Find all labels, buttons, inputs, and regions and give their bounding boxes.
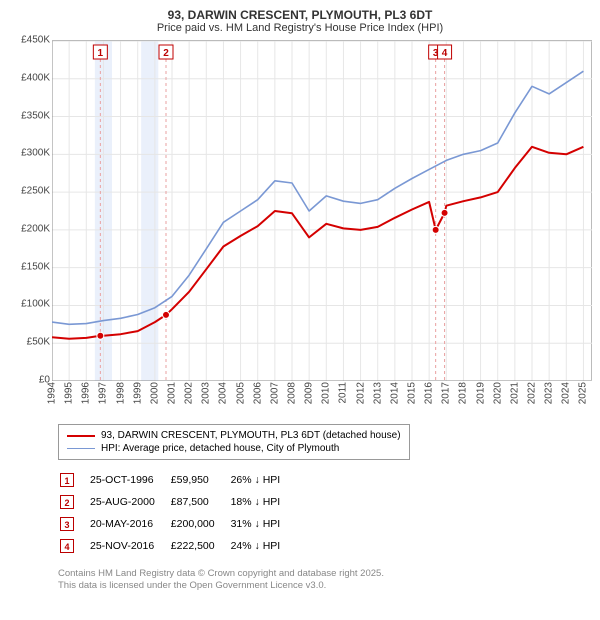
legend-swatch xyxy=(67,448,95,450)
chart-area: £0£50K£100K£150K£200K£250K£300K£350K£400… xyxy=(8,40,592,420)
x-tick-label: 2018 xyxy=(458,382,469,404)
x-tick-label: 2001 xyxy=(167,382,178,404)
y-axis-labels: £0£50K£100K£150K£200K£250K£300K£350K£400… xyxy=(8,40,52,380)
x-axis-labels: 1994199519961997199819992000200120022003… xyxy=(52,382,592,420)
attribution-line: This data is licensed under the Open Gov… xyxy=(58,580,592,592)
event-row: 1 25-OCT-1996£59,95026% ↓ HPI xyxy=(60,470,294,490)
x-tick-label: 2021 xyxy=(509,382,520,404)
event-marker: 1 xyxy=(60,473,74,487)
chart-svg: 1234 xyxy=(52,41,592,381)
svg-text:2: 2 xyxy=(163,48,169,59)
event-delta: 18% ↓ HPI xyxy=(231,492,295,512)
event-delta: 26% ↓ HPI xyxy=(231,470,295,490)
y-tick-label: £150K xyxy=(21,261,50,272)
x-tick-label: 1996 xyxy=(81,382,92,404)
x-tick-label: 2025 xyxy=(578,382,589,404)
y-tick-label: £200K xyxy=(21,223,50,234)
legend: 93, DARWIN CRESCENT, PLYMOUTH, PL3 6DT (… xyxy=(58,424,410,460)
title-line1: 93, DARWIN CRESCENT, PLYMOUTH, PL3 6DT xyxy=(8,8,592,22)
x-tick-label: 2003 xyxy=(201,382,212,404)
event-date: 25-NOV-2016 xyxy=(90,536,169,556)
x-tick-label: 2002 xyxy=(184,382,195,404)
x-tick-label: 2010 xyxy=(321,382,332,404)
x-tick-label: 2007 xyxy=(269,382,280,404)
x-tick-label: 2006 xyxy=(252,382,263,404)
legend-label: HPI: Average price, detached house, City… xyxy=(101,443,339,454)
legend-swatch xyxy=(67,435,95,437)
x-tick-label: 2022 xyxy=(527,382,538,404)
y-tick-label: £400K xyxy=(21,72,50,83)
event-row: 3 20-MAY-2016£200,00031% ↓ HPI xyxy=(60,514,294,534)
event-marker: 3 xyxy=(60,517,74,531)
event-price: £87,500 xyxy=(171,492,229,512)
x-tick-label: 1999 xyxy=(132,382,143,404)
svg-text:4: 4 xyxy=(442,48,448,59)
legend-item-hpi: HPI: Average price, detached house, City… xyxy=(67,442,401,455)
attribution-line: Contains HM Land Registry data © Crown c… xyxy=(58,568,592,580)
x-tick-label: 1994 xyxy=(47,382,58,404)
event-row: 4 25-NOV-2016£222,50024% ↓ HPI xyxy=(60,536,294,556)
x-tick-label: 2016 xyxy=(424,382,435,404)
chart-title-block: 93, DARWIN CRESCENT, PLYMOUTH, PL3 6DT P… xyxy=(8,8,592,34)
x-tick-label: 2024 xyxy=(561,382,572,404)
y-tick-label: £250K xyxy=(21,186,50,197)
event-price: £200,000 xyxy=(171,514,229,534)
events-table: 1 25-OCT-1996£59,95026% ↓ HPI 2 25-AUG-2000… xyxy=(58,468,296,558)
x-tick-label: 2012 xyxy=(355,382,366,404)
x-tick-label: 2020 xyxy=(492,382,503,404)
y-tick-label: £50K xyxy=(27,337,50,348)
x-tick-label: 2011 xyxy=(338,382,349,404)
event-marker: 2 xyxy=(60,495,74,509)
title-line2: Price paid vs. HM Land Registry's House … xyxy=(8,22,592,34)
x-tick-label: 2023 xyxy=(544,382,555,404)
y-tick-label: £300K xyxy=(21,148,50,159)
x-tick-label: 1998 xyxy=(115,382,126,404)
svg-text:1: 1 xyxy=(98,48,104,59)
x-tick-label: 1997 xyxy=(98,382,109,404)
event-delta: 24% ↓ HPI xyxy=(231,536,295,556)
x-tick-label: 2015 xyxy=(407,382,418,404)
x-tick-label: 2013 xyxy=(372,382,383,404)
attribution: Contains HM Land Registry data © Crown c… xyxy=(58,568,592,593)
x-tick-label: 2009 xyxy=(304,382,315,404)
event-date: 25-AUG-2000 xyxy=(90,492,169,512)
y-tick-label: £350K xyxy=(21,110,50,121)
x-tick-label: 2005 xyxy=(235,382,246,404)
event-delta: 31% ↓ HPI xyxy=(231,514,295,534)
event-date: 20-MAY-2016 xyxy=(90,514,169,534)
y-tick-label: £100K xyxy=(21,299,50,310)
x-tick-label: 2019 xyxy=(475,382,486,404)
event-row: 2 25-AUG-2000£87,50018% ↓ HPI xyxy=(60,492,294,512)
legend-item-property: 93, DARWIN CRESCENT, PLYMOUTH, PL3 6DT (… xyxy=(67,429,401,442)
event-price: £59,950 xyxy=(171,470,229,490)
x-tick-label: 2014 xyxy=(389,382,400,404)
event-date: 25-OCT-1996 xyxy=(90,470,169,490)
y-tick-label: £450K xyxy=(21,35,50,46)
x-tick-label: 2004 xyxy=(218,382,229,404)
x-tick-label: 2000 xyxy=(149,382,160,404)
x-tick-label: 2008 xyxy=(287,382,298,404)
legend-label: 93, DARWIN CRESCENT, PLYMOUTH, PL3 6DT (… xyxy=(101,430,401,441)
x-tick-label: 2017 xyxy=(441,382,452,404)
event-price: £222,500 xyxy=(171,536,229,556)
event-marker: 4 xyxy=(60,539,74,553)
plot-region: 1234 xyxy=(52,40,592,380)
x-tick-label: 1995 xyxy=(64,382,75,404)
